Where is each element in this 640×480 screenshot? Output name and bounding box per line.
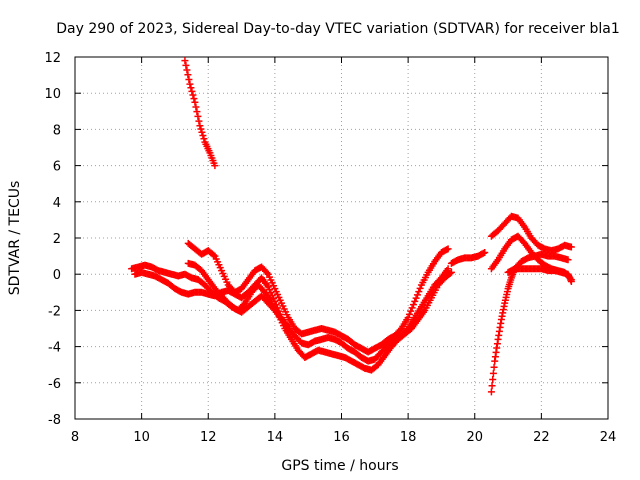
x-tick-label: 8 (71, 430, 79, 445)
data-point (284, 323, 292, 331)
x-tick-label: 12 (200, 430, 217, 445)
data-point (200, 135, 208, 143)
series-track-e (184, 259, 292, 331)
series-track-j (504, 265, 575, 285)
x-tick-label: 18 (400, 430, 417, 445)
x-axis-title: GPS time / hours (281, 458, 398, 474)
data-point (192, 103, 200, 111)
data-point (444, 245, 452, 253)
data-point (196, 122, 204, 130)
data-point (194, 112, 202, 120)
series-track-d (184, 239, 452, 356)
data-point (181, 57, 189, 65)
chart-title: Day 290 of 2023, Sidereal Day-to-day VTE… (56, 21, 619, 37)
data-point (185, 75, 193, 83)
y-tick-label: 4 (53, 196, 61, 211)
data-point (189, 91, 197, 99)
data-point (191, 98, 199, 106)
data-point (490, 363, 498, 371)
series-track-a (128, 261, 455, 374)
data-point (187, 84, 195, 92)
series-track-b (131, 265, 452, 365)
y-tick-label: -6 (48, 377, 61, 392)
grid-layer (75, 57, 608, 419)
x-tick-label: 14 (267, 430, 284, 445)
x-tick-label: 20 (466, 430, 483, 445)
data-point (567, 243, 575, 251)
y-axis-title: SDTVAR / TECUs (7, 181, 23, 296)
data-point (481, 248, 489, 256)
data-point (403, 326, 411, 334)
y-tick-label: -8 (48, 413, 61, 428)
data-point (412, 294, 420, 302)
data-point (444, 265, 452, 273)
data-point (408, 304, 416, 312)
series-track-f (447, 248, 489, 267)
data-point (413, 291, 421, 299)
y-tick-label: -2 (48, 304, 61, 319)
x-tick-label: 22 (533, 430, 550, 445)
data-point (186, 80, 194, 88)
data-point (193, 108, 201, 116)
y-tick-label: 6 (53, 160, 61, 175)
data-point (184, 71, 192, 79)
data-point (198, 128, 206, 136)
data-layer (128, 57, 575, 396)
x-tick-label: 16 (333, 430, 350, 445)
data-point (182, 61, 190, 69)
data-point (211, 162, 219, 170)
data-point (405, 310, 413, 318)
data-point (564, 256, 572, 264)
data-point (404, 314, 412, 322)
data-point (447, 268, 455, 276)
y-tick-label: 12 (44, 51, 61, 66)
y-tick-label: 0 (53, 268, 61, 283)
data-point (271, 297, 279, 305)
data-point (488, 382, 496, 390)
data-point (489, 376, 497, 384)
data-point (263, 269, 271, 277)
data-point (195, 117, 203, 125)
data-point (283, 321, 291, 329)
y-tick-label: 2 (53, 232, 61, 247)
data-point (183, 66, 191, 74)
data-point (416, 284, 424, 292)
data-point (487, 388, 495, 396)
y-tick-label: 8 (53, 123, 61, 138)
data-point (188, 87, 196, 95)
data-point (489, 369, 497, 377)
data-point (272, 301, 280, 309)
data-point (190, 95, 198, 103)
data-point (411, 297, 419, 305)
data-point (415, 288, 423, 296)
x-tick-label: 10 (133, 430, 150, 445)
series-track-c (181, 57, 219, 170)
data-point (210, 251, 218, 259)
data-point (199, 132, 207, 140)
data-point (567, 277, 575, 285)
data-point (396, 326, 404, 334)
y-tick-label: -4 (48, 341, 61, 356)
data-point (197, 125, 205, 133)
data-point (409, 301, 417, 309)
x-tick-label: 24 (600, 430, 617, 445)
data-point (407, 307, 415, 315)
series-track-h (487, 212, 575, 255)
y-tick-label: 10 (44, 87, 61, 102)
